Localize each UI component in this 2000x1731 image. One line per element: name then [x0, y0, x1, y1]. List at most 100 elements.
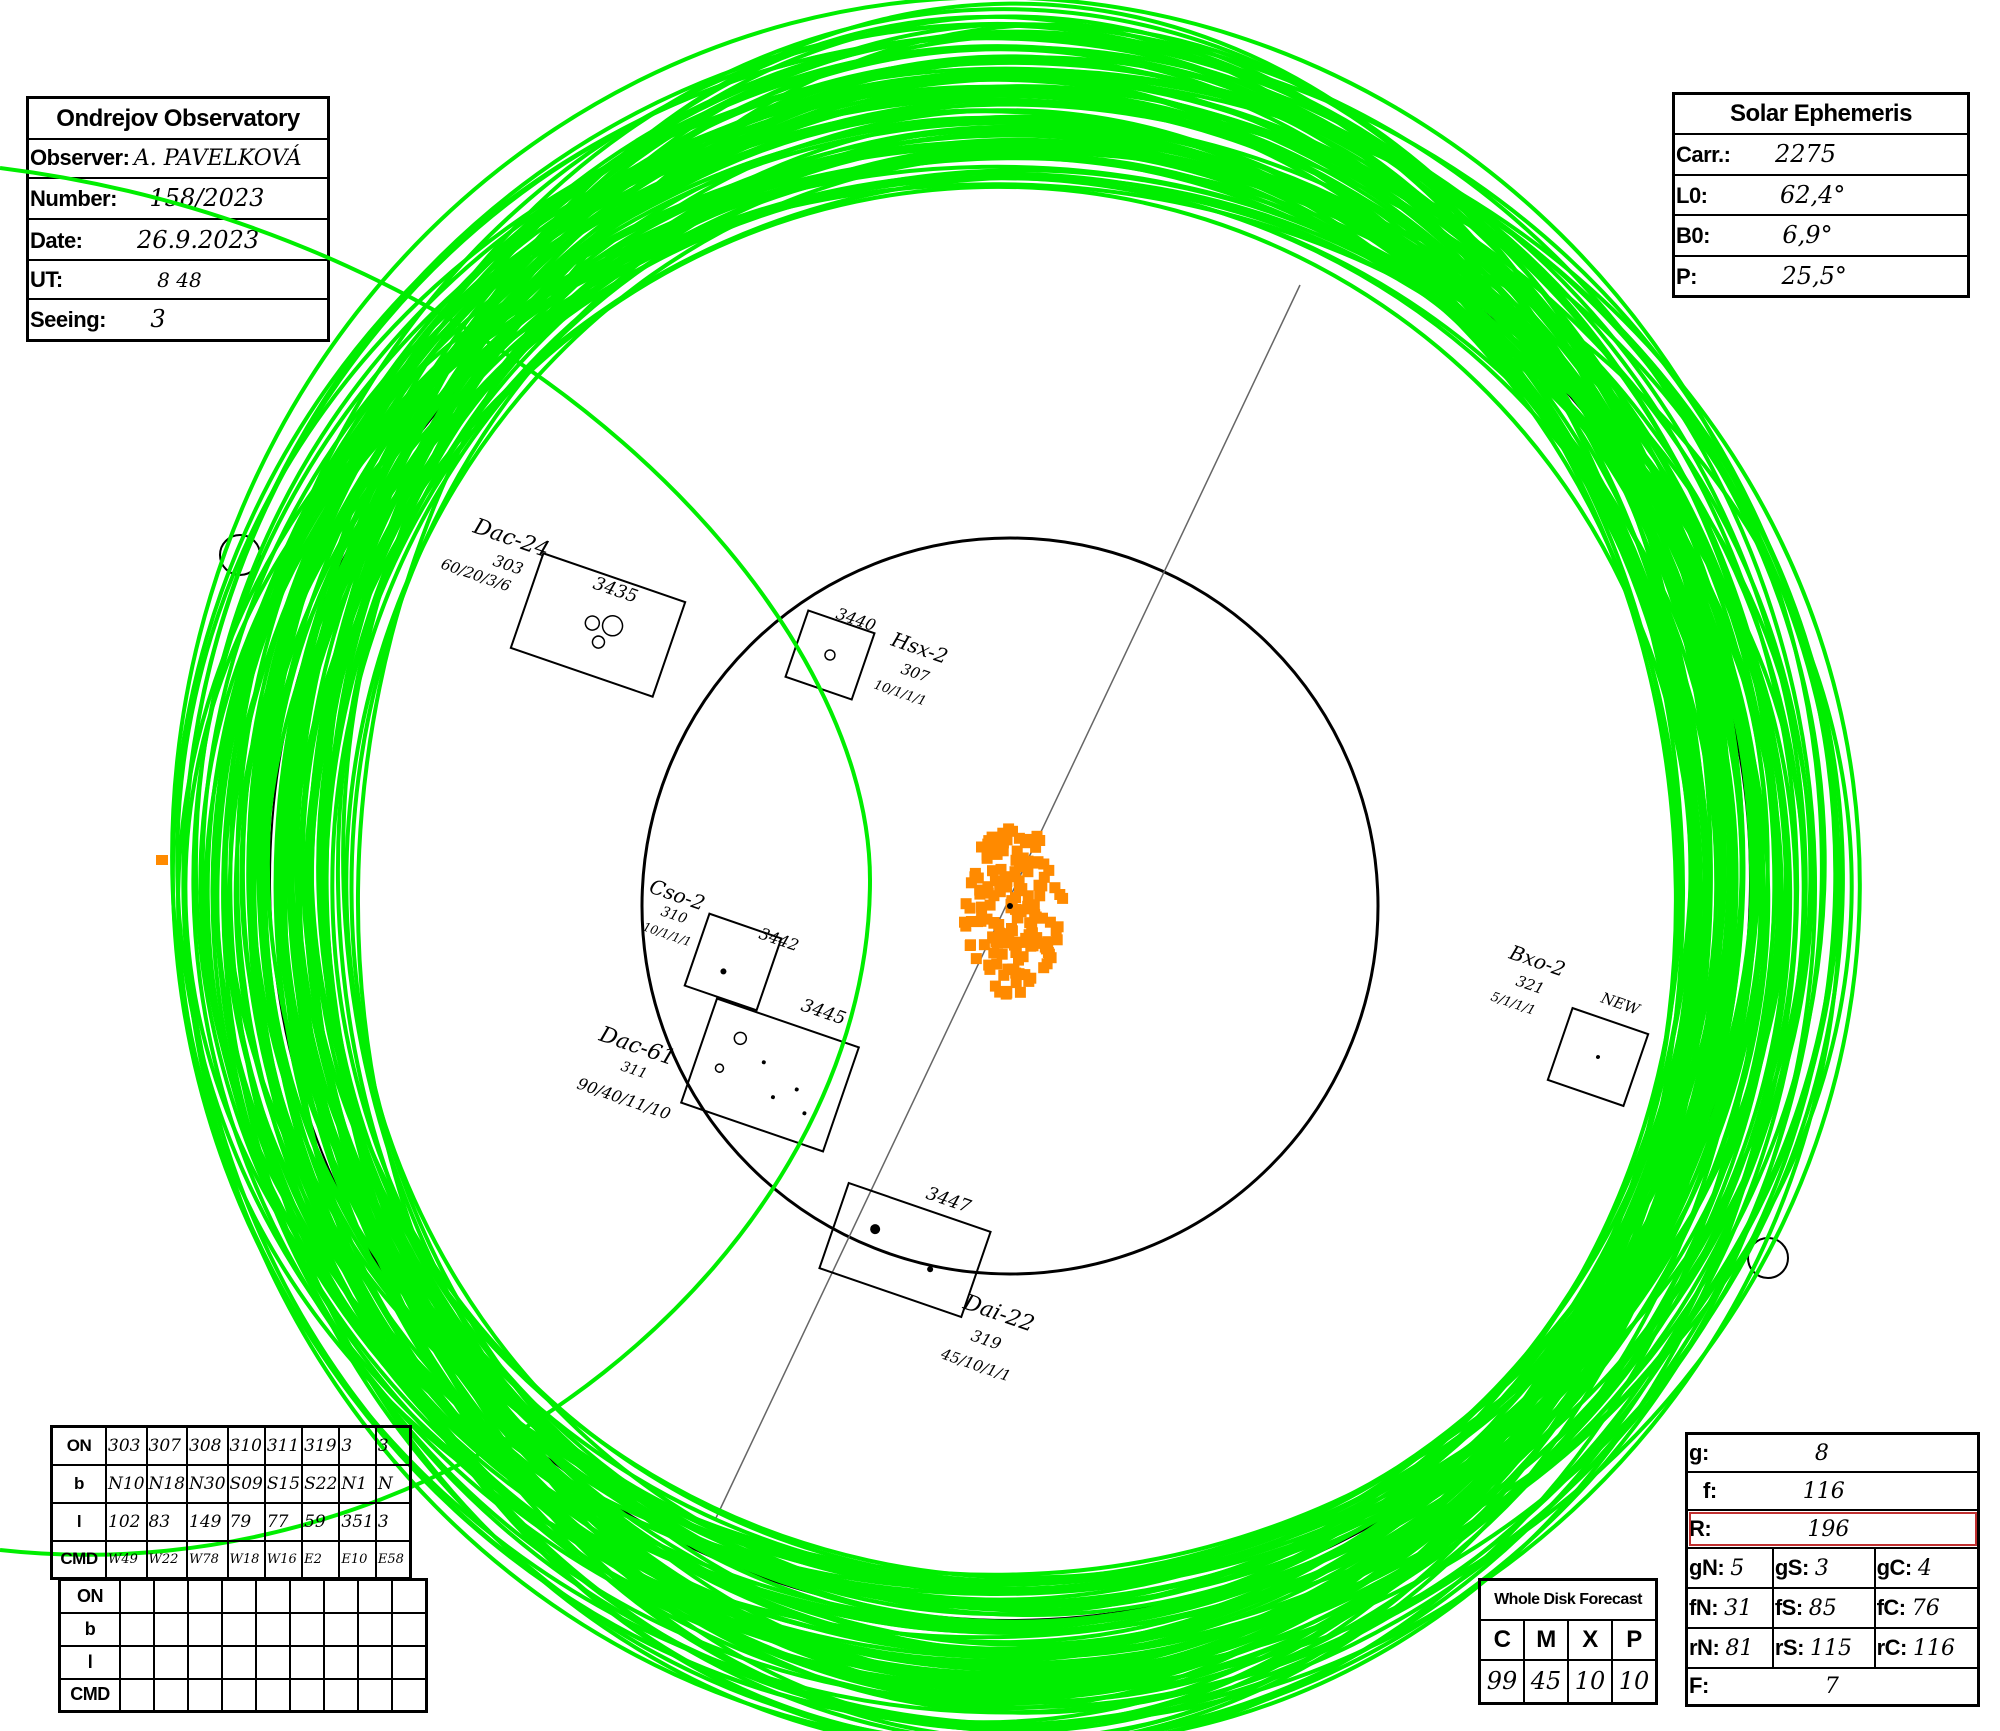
- orange-mark: [1010, 854, 1022, 866]
- b-empty-row-label: b: [58, 1611, 121, 1647]
- on-table-empty: ON b l CMD: [58, 1578, 428, 1713]
- orange-mark: [1010, 977, 1022, 989]
- on-table: ON 303 307 308 310 311 319 3 3 b N10 N18…: [50, 1425, 412, 1580]
- cmd-cell: W22: [145, 1539, 189, 1580]
- orange-mark: [1010, 947, 1022, 958]
- green-ring-stroke: [203, 150, 1854, 1633]
- on-cell: 303: [105, 1425, 148, 1466]
- orange-mark: [1012, 912, 1024, 924]
- orange-mark: [1038, 962, 1050, 974]
- b-cell: S09: [226, 1463, 266, 1504]
- orange-mark: [965, 877, 977, 889]
- orange-mark: [1044, 916, 1056, 928]
- b-row-label: b: [50, 1463, 107, 1504]
- cmd-cell: E10: [338, 1539, 377, 1580]
- orange-mark: [965, 916, 977, 927]
- g-label: g:: [1689, 1439, 1709, 1465]
- orange-mark: [1028, 899, 1040, 911]
- orange-mark: [959, 916, 970, 928]
- l-cell: 59: [301, 1501, 341, 1542]
- date-label: Date:: [30, 227, 83, 253]
- carr-value: 2275: [1774, 140, 1837, 169]
- carr-label: Carr.:: [1676, 142, 1731, 168]
- rs-value: 115: [1810, 1635, 1853, 1661]
- orange-mark: [1018, 936, 1030, 948]
- orange-mark: [1051, 934, 1063, 946]
- rn-value: 81: [1725, 1635, 1754, 1661]
- group-class-3440: Hsx-2: [887, 627, 951, 669]
- on-cell: 310: [226, 1425, 266, 1466]
- cmd-cell: E2: [301, 1539, 341, 1580]
- group-cmd-3440: 307: [899, 660, 932, 686]
- forecast-title: Whole Disk Forecast: [1478, 1578, 1658, 1621]
- green-ring-stroke: [262, 7, 1725, 1725]
- forecast-value-p: 10: [1611, 1658, 1658, 1705]
- forecast-header-p: P: [1611, 1618, 1658, 1661]
- observer-value: A. PAVELKOVÁ: [133, 146, 302, 172]
- b-cell: N1: [338, 1463, 377, 1504]
- orange-mark: [960, 898, 972, 910]
- group-number-3442: 3442: [757, 924, 802, 955]
- orange-mark: [1013, 875, 1025, 887]
- orange-mark: [1025, 940, 1037, 952]
- group-box-3435: [509, 552, 687, 698]
- b0-label: B0:: [1676, 223, 1710, 249]
- cmd-cell: W78: [186, 1539, 229, 1580]
- green-ring-stroke: [249, 120, 1761, 1607]
- orange-mark: [987, 865, 998, 877]
- observatory-info-box: Ondrejov Observatory Observer: A. PAVELK…: [26, 96, 330, 342]
- gc-value: 4: [1917, 1555, 1932, 1581]
- l-cell: 77: [263, 1501, 304, 1542]
- green-ring-stroke: [257, 34, 1746, 1686]
- b-cell: N10: [105, 1463, 148, 1504]
- on-cell: 3: [338, 1425, 377, 1466]
- gc-label: gC:: [1876, 1554, 1913, 1580]
- orange-mark: [982, 838, 994, 850]
- orange-mark: [997, 827, 1009, 839]
- orange-mark: [990, 936, 1002, 947]
- fc-label: fC:: [1876, 1594, 1907, 1620]
- fc-value: 76: [1911, 1595, 1940, 1621]
- orange-mark: [976, 841, 987, 853]
- group-number-3445: 3445: [798, 995, 848, 1030]
- orange-mark: [1042, 936, 1054, 948]
- cmd-row-label: CMD: [50, 1539, 107, 1580]
- r-label: R:: [1689, 1515, 1712, 1541]
- gs-value: 3: [1814, 1555, 1829, 1581]
- orange-mark: [1014, 986, 1026, 998]
- green-ring-stroke: [221, 46, 1790, 1731]
- orange-mark: [999, 928, 1011, 940]
- orange-mark: [1033, 879, 1045, 891]
- cmd-cell: W49: [105, 1539, 148, 1580]
- orange-mark: [1022, 866, 1034, 878]
- orange-mark: [996, 948, 1008, 960]
- orange-mark: [988, 890, 1000, 902]
- rc-label: rC:: [1876, 1634, 1908, 1660]
- p-value: 25,5°: [1781, 261, 1847, 290]
- l-row-label: l: [50, 1501, 107, 1542]
- on-cell: 308: [186, 1425, 229, 1466]
- orange-mark: [1057, 892, 1069, 904]
- group-class-new: Bxo-2: [1505, 940, 1568, 982]
- orange-mark: [1019, 969, 1031, 981]
- orange-mark: [997, 837, 1009, 849]
- group-box-3442: [683, 912, 783, 1012]
- p-label: P:: [1676, 263, 1698, 289]
- orange-mark: [1034, 835, 1046, 846]
- orange-mark: [1043, 864, 1055, 876]
- orange-mark: [1052, 921, 1064, 933]
- group-cmd-3447: 319: [969, 1326, 1004, 1354]
- whole-disk-forecast: Whole Disk Forecast C M X P 99 45 10 10: [1478, 1578, 1658, 1705]
- orange-mark: [1024, 917, 1036, 929]
- group-box-3445: [679, 997, 861, 1153]
- orange-mark: [1012, 936, 1023, 948]
- orange-mark: [1003, 823, 1015, 835]
- orange-mark: [994, 883, 1006, 895]
- summary-box: g: 8 f: 116 R: 196 gN: 5 gS: 3 gC: 4 fN:…: [1685, 1432, 1980, 1707]
- solar-ephemeris-box: Solar Ephemeris Carr.: 2275 L0: 62,4° B0…: [1672, 92, 1970, 298]
- orange-mark: [1037, 912, 1048, 924]
- green-ring-stroke: [300, 147, 1755, 1580]
- central-zone-circle: [640, 536, 1380, 1276]
- group-number-3440: 3440: [834, 604, 879, 635]
